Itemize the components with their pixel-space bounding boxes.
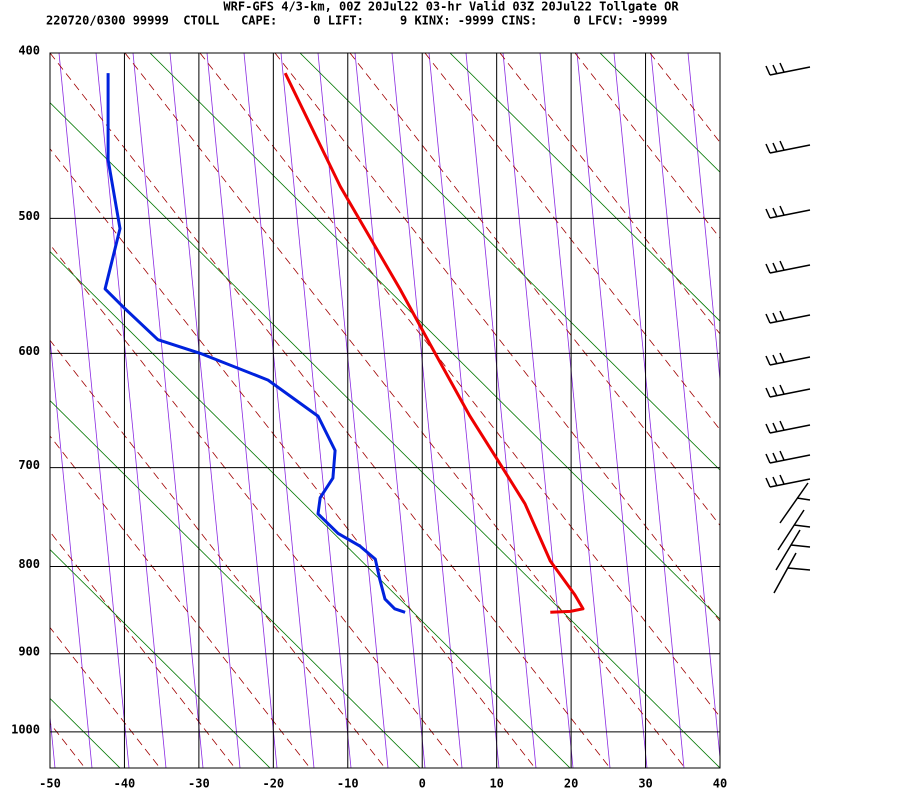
x-tick-label: -10 xyxy=(337,777,359,791)
dry-adiabat xyxy=(499,53,720,335)
wind-barb xyxy=(765,474,811,488)
wind-barbs xyxy=(765,62,811,594)
y-tick-label: 800 xyxy=(18,557,40,571)
isotherm-line xyxy=(243,53,315,768)
x-tick-label: 20 xyxy=(564,777,578,791)
y-tick-label: 600 xyxy=(18,344,40,358)
dry-adiabat xyxy=(124,53,686,768)
isotherm-line xyxy=(687,53,720,384)
x-tick-label: -30 xyxy=(188,777,210,791)
y-tick-label: 700 xyxy=(18,458,40,472)
dry-adiabat xyxy=(50,531,236,768)
x-tick-label: 10 xyxy=(489,777,503,791)
dry-adiabat xyxy=(199,53,720,718)
mixing-line xyxy=(50,548,271,768)
wind-barb xyxy=(775,529,811,571)
mixing-line xyxy=(599,53,720,173)
x-tick-label: -20 xyxy=(262,777,284,791)
isotherm-line xyxy=(354,53,426,768)
x-tick-label: -40 xyxy=(114,777,136,791)
isotherm-line xyxy=(132,53,204,768)
dry-adiabat xyxy=(649,53,720,144)
wind-barb xyxy=(765,420,811,434)
chart-subtitle: 220720/0300 99999 CTOLL CAPE: 0 LIFT: 9 … xyxy=(46,14,667,28)
wind-barb xyxy=(765,310,811,324)
wind-barb xyxy=(765,205,811,219)
wind-barb xyxy=(779,482,811,524)
sounding-line xyxy=(103,73,406,614)
y-tick-label: 900 xyxy=(18,644,40,658)
wind-barb xyxy=(765,62,811,76)
wind-barb xyxy=(765,260,811,274)
isotherm-line xyxy=(95,53,167,768)
x-tick-label: 0 xyxy=(419,777,426,791)
isotherm-line xyxy=(650,53,720,762)
isotherm-line xyxy=(465,53,537,768)
isotherm-line xyxy=(502,53,574,768)
sounding-line xyxy=(283,72,585,614)
x-tick-label: -50 xyxy=(39,777,61,791)
dry-adiabat xyxy=(50,53,611,768)
dry-adiabat xyxy=(50,435,311,768)
dry-adiabat xyxy=(50,339,386,768)
mixing-line xyxy=(449,53,720,322)
isotherm-line xyxy=(317,53,389,768)
mixing-line xyxy=(50,251,571,768)
mixing-line xyxy=(50,102,720,768)
background-lines xyxy=(0,53,720,768)
dry-adiabat xyxy=(0,53,10,768)
wind-barb xyxy=(765,450,811,464)
chart-title: WRF-GFS 4/3-km, 00Z 20Jul22 03-hr Valid … xyxy=(223,0,679,14)
wind-barb xyxy=(765,352,811,366)
y-tick-label: 500 xyxy=(18,209,40,223)
isotherm-line xyxy=(576,53,648,768)
dry-adiabat xyxy=(574,53,720,239)
mixing-line xyxy=(50,400,421,768)
dry-adiabat xyxy=(349,53,720,527)
mixing-line xyxy=(299,53,720,471)
isotherm-line xyxy=(539,53,611,768)
dry-adiabat xyxy=(50,626,161,768)
wind-barb xyxy=(777,509,811,551)
mixing-line xyxy=(149,53,720,620)
isotherm-line xyxy=(206,53,278,768)
isotherm-line xyxy=(428,53,500,768)
isotherm-line xyxy=(50,334,93,768)
isotherm-line xyxy=(169,53,241,768)
dry-adiabat xyxy=(50,148,536,768)
isotherm-line xyxy=(50,712,56,768)
y-tick-label: 400 xyxy=(18,44,40,58)
wind-barb xyxy=(765,140,811,154)
isotherm-line xyxy=(58,53,130,768)
x-tick-label: 40 xyxy=(713,777,727,791)
dry-adiabat xyxy=(50,722,86,768)
isotherm-line xyxy=(0,53,18,768)
isotherm-line xyxy=(613,53,685,768)
x-tick-label: 30 xyxy=(638,777,652,791)
y-tick-label: 1000 xyxy=(11,722,40,736)
wind-barb xyxy=(765,384,811,398)
dry-adiabat xyxy=(274,53,720,622)
isotherm-line xyxy=(280,53,352,768)
wind-barb xyxy=(773,552,811,594)
dry-adiabat xyxy=(50,243,461,768)
